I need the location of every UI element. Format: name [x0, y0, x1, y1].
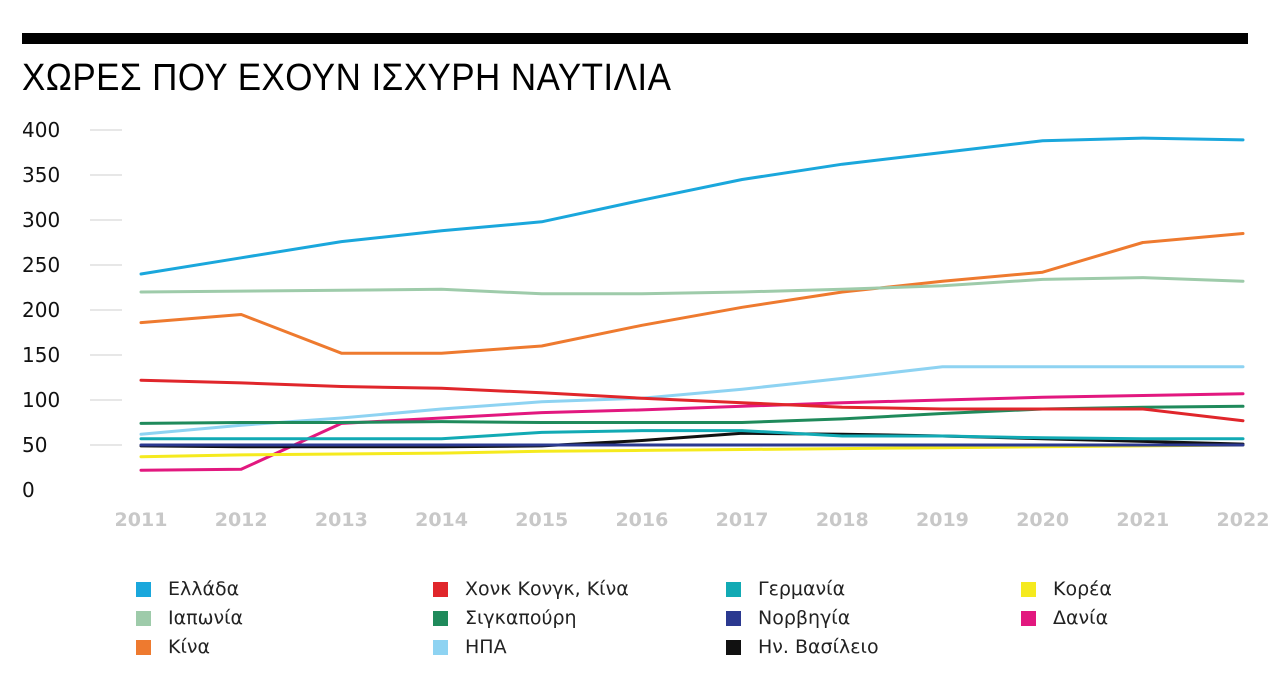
y-tick-label: 250	[22, 253, 60, 277]
y-tick-label: 100	[22, 388, 60, 412]
x-tick-label: 2022	[1217, 509, 1270, 531]
series-line	[139, 443, 1245, 459]
x-tick-label: 2021	[1116, 509, 1169, 531]
series-line	[139, 392, 1245, 472]
x-tick-label: 2014	[415, 509, 468, 531]
series-line	[139, 378, 1245, 423]
series-lines	[139, 136, 1245, 472]
series-line	[139, 276, 1245, 296]
y-tick-label: 0	[22, 478, 35, 502]
y-tick-label: 300	[22, 208, 60, 232]
x-tick-label: 2011	[115, 509, 168, 531]
x-tick-label: 2015	[515, 509, 568, 531]
top-rule	[22, 33, 1248, 44]
y-tick-label: 200	[22, 298, 60, 322]
y-tick-label: 400	[22, 118, 60, 142]
series-line	[139, 365, 1245, 436]
x-tick-label: 2020	[1016, 509, 1069, 531]
series-line	[139, 136, 1245, 276]
series-line	[139, 429, 1245, 441]
x-axis: 2011 2012 2013 2014 2015 2016 2017 2018 2019 2020…	[115, 509, 1270, 531]
x-tick-label: 2016	[615, 509, 668, 531]
y-tick-label: 350	[22, 163, 60, 187]
x-tick-label: 2019	[916, 509, 969, 531]
x-tick-label: 2017	[716, 509, 769, 531]
x-tick-label: 2018	[816, 509, 869, 531]
chart-title: ΧΩΡΕΣ ΠΟΥ ΕΧΟΥΝ ΙΣΧΥΡΗ ΝΑΥΤΙΛΙΑ	[22, 57, 672, 99]
y-tick-label: 150	[22, 343, 60, 367]
gridlines	[90, 129, 122, 446]
y-tick-label: 50	[22, 433, 47, 457]
y-axis: 0 50 100 150 200 250 300 350 400	[22, 118, 60, 502]
x-tick-label: 2012	[215, 509, 268, 531]
series-line	[139, 232, 1245, 355]
x-tick-label: 2013	[315, 509, 368, 531]
